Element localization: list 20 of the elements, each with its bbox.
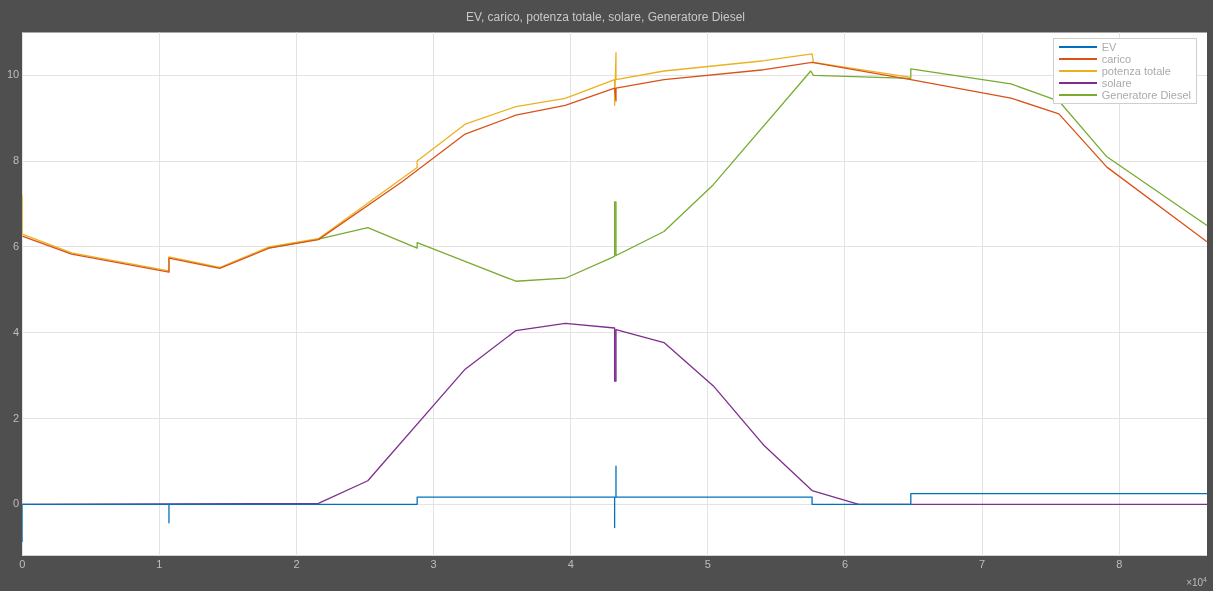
x-tick-label: 7	[979, 558, 986, 571]
x-tick-label: 8	[1116, 558, 1123, 571]
x-tick-label: 2	[293, 558, 300, 571]
legend-label: EV	[1101, 41, 1117, 54]
y-tick-label: 6	[13, 239, 20, 252]
legend-label: Generatore Diesel	[1101, 89, 1191, 102]
x-tick-label: 6	[841, 558, 849, 571]
y-tick-label: 10	[6, 68, 20, 81]
legend-label: carico	[1101, 53, 1132, 66]
legend-label: potenza totale	[1101, 65, 1171, 78]
y-tick-label: 4	[13, 325, 20, 338]
y-tick-label: 8	[13, 154, 20, 167]
y-tick-label: 0	[13, 497, 20, 510]
x-tick-label: 4	[567, 558, 574, 571]
y-tick-label: 2	[13, 411, 20, 424]
x-tick-label: 1	[156, 558, 163, 571]
x-tick-label: 5	[704, 558, 711, 571]
x-tick-label: 3	[430, 558, 437, 571]
legend-label: solare	[1101, 77, 1132, 90]
chart-title: EV, carico, potenza totale, solare, Generatore Diesel	[465, 9, 746, 24]
